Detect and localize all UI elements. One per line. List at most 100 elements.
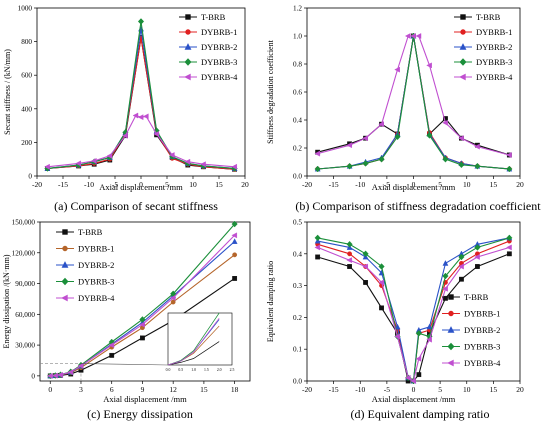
x-tick-label: 0 (139, 180, 143, 189)
y-tick-label: 0.1 (293, 346, 302, 354)
data-point (442, 285, 448, 292)
data-point (442, 155, 449, 163)
data-point (200, 161, 206, 168)
y-tick-label: 120,000 (12, 249, 36, 257)
data-point (314, 244, 321, 251)
y-tick-label: 30,000 (15, 342, 35, 350)
data-point (231, 163, 238, 170)
y-axis-label: Energy dissipation /(kN·mm) (2, 254, 11, 348)
data-point (410, 378, 416, 384)
data-point (506, 251, 512, 257)
legend: T-BRB DYBRB-1 DYBRB-2 DYBRB-3 DYBRB-4 (454, 12, 513, 82)
y-tick-label: 800 (21, 38, 32, 46)
legend-label: T-BRB (201, 12, 226, 22)
panel-caption: (b) Comparison of stiffness degradation … (295, 199, 541, 213)
legend-label: DYBRB-4 (78, 293, 115, 303)
legend-label: DYBRB-4 (201, 72, 238, 82)
legend: T-BRB DYBRB-1 DYBRB-2 DYBRB-3 DYBRB-4 (179, 12, 238, 82)
data-point (142, 113, 149, 120)
x-tick-label: 9 (141, 385, 145, 394)
x-axis-label: Axial displacement /mm (99, 182, 183, 192)
data-point (426, 323, 433, 330)
data-point (137, 114, 144, 121)
y-tick-label: 0.0 (293, 378, 302, 386)
y-tick-label: 0.8 (293, 61, 302, 69)
legend-label: DYBRB-2 (476, 42, 512, 52)
data-point (506, 234, 513, 242)
y-tick-label: 0.6 (293, 89, 302, 97)
x-tick-label: 15 (490, 180, 498, 189)
x-tick-label: -20 (302, 180, 312, 189)
legend-label: T-BRB (464, 292, 489, 302)
series-line-DYBRB-3 (317, 35, 510, 170)
x-axis-label: Axial displacement /mm (372, 394, 456, 404)
data-point (168, 152, 175, 158)
legend: T-BRB DYBRB-1 DYBRB-2 DYBRB-3 DYBRB-4 (56, 227, 115, 303)
data-point (394, 133, 401, 141)
legend-marker (62, 229, 68, 235)
x-tick-label: -15 (329, 385, 339, 394)
x-tick-label: -10 (84, 180, 94, 189)
data-point (474, 244, 481, 251)
y-tick-label: 0 (28, 173, 32, 181)
legend-label: DYBRB-3 (476, 57, 512, 67)
legend-marker (185, 14, 191, 20)
data-point (443, 295, 448, 301)
data-point (362, 250, 369, 258)
legend-label: T-BRB (476, 12, 501, 22)
series-line-DYBRB-1 (317, 35, 510, 170)
data-point (426, 62, 432, 69)
data-point (106, 152, 113, 159)
data-point (314, 150, 321, 157)
data-point (442, 260, 449, 266)
x-tick-label: 15 (490, 385, 498, 394)
data-point (458, 263, 464, 270)
data-point (378, 263, 385, 270)
data-point (232, 276, 238, 281)
x-axis-label: Axial displacement /mm (372, 182, 456, 192)
legend-marker (448, 294, 454, 300)
y-tick-label: 0.2 (293, 145, 302, 153)
y-tick-label: 1.0 (293, 33, 302, 41)
data-point (394, 66, 400, 73)
data-point (169, 294, 176, 301)
data-point (346, 142, 352, 149)
chart-panel-2: -20 -15 -10 -5 0 5 10 15 20 0.0 0.2 0.4 0.6 0.8 1.0 1.2… (266, 5, 541, 214)
data-point (346, 257, 352, 264)
data-point (459, 276, 464, 282)
x-tick-label: -10 (355, 385, 365, 394)
y-tick-label: 0.4 (293, 250, 302, 258)
data-point (346, 240, 353, 248)
data-point (506, 152, 512, 158)
y-tick-label: 150,000 (12, 219, 36, 227)
y-tick-label: 0.4 (293, 117, 302, 125)
data-point (140, 335, 145, 341)
x-tick-label: 10 (463, 180, 471, 189)
y-tick-label: 200 (21, 139, 32, 147)
legend-marker (61, 261, 69, 268)
x-tick-label: 15 (215, 180, 223, 189)
data-point (139, 321, 145, 328)
inset-series-DYBRB-4 (167, 317, 220, 366)
legend-marker (460, 14, 466, 20)
legend-label: DYBRB-3 (201, 57, 237, 67)
y-axis-label: Equivalent damping ratio (266, 261, 275, 342)
legend-marker (460, 29, 466, 35)
data-point (474, 254, 480, 260)
legend-label: DYBRB-1 (78, 244, 114, 254)
x-tick-label: 10 (189, 180, 197, 189)
data-point (57, 371, 63, 378)
x-tick-label: 5 (438, 180, 442, 189)
inset-tick-label: 2.5 (230, 368, 235, 372)
data-point (109, 352, 115, 358)
data-point (394, 333, 400, 340)
data-point (416, 372, 422, 378)
legend-marker (459, 43, 467, 50)
data-point (415, 330, 422, 337)
data-point (347, 264, 352, 269)
x-tick-label: 15 (200, 385, 208, 394)
chart-panel-3: 0 3 6 9 12 15 18 0 30,000 60,000 90,000 120,000 150,… (2, 219, 251, 421)
data-point (458, 253, 465, 261)
data-point (170, 299, 176, 305)
